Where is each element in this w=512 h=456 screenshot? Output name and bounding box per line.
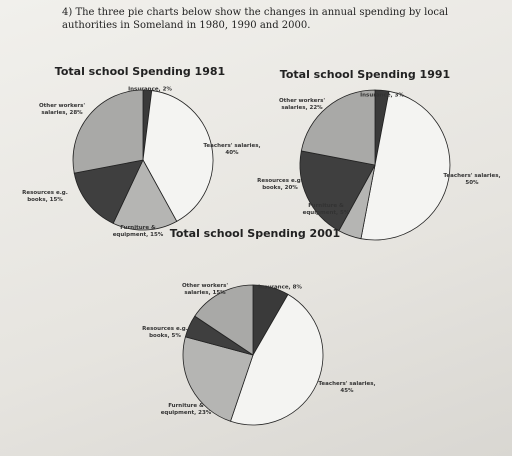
pie-slice — [112, 159, 178, 231]
pie-slice — [73, 159, 144, 224]
chart-title: Total school Spending 1991 — [280, 68, 450, 81]
slice-label: Resources e.g. books, 15% — [22, 190, 68, 203]
pie-slice — [142, 90, 214, 222]
question: 4) The three pie charts below show the c… — [62, 7, 449, 31]
pie-slice — [182, 336, 254, 422]
slice-label: Furniture & equipment, 15% — [112, 225, 164, 238]
slice-label: Other workers' salaries, 22% — [278, 98, 326, 111]
chart-title: Total school Spending 1981 — [55, 65, 225, 78]
slice-label: Other workers' salaries, 15% — [181, 283, 229, 296]
slice-label: Teachers' salaries, 40% — [203, 143, 261, 156]
slice-label: Teachers' salaries, 45% — [318, 381, 376, 394]
slice-label: Teachers' salaries, 50% — [443, 173, 501, 186]
pie-slice — [72, 89, 144, 174]
pie-slice — [194, 284, 254, 356]
pie-slice — [300, 89, 376, 166]
slice-label: Resources e.g. books, 5% — [142, 326, 188, 339]
pie-slice — [360, 90, 451, 241]
slice-label: Other workers' salaries, 28% — [38, 103, 86, 116]
slice-label: Insurance, 8% — [258, 284, 302, 291]
slice-label: Furniture & equipment, 23% — [160, 403, 212, 416]
pie-slice — [299, 150, 376, 232]
slice-label: Furniture & equipment, 5% — [302, 203, 350, 216]
slice-label: Resources e.g. books, 20% — [257, 178, 303, 191]
slice-label: Insurance, 3% — [360, 92, 404, 99]
chart-title: Total school Spending 2001 — [170, 227, 340, 240]
slice-label: Insurance, 2% — [128, 86, 172, 93]
pie-slice — [229, 293, 324, 426]
